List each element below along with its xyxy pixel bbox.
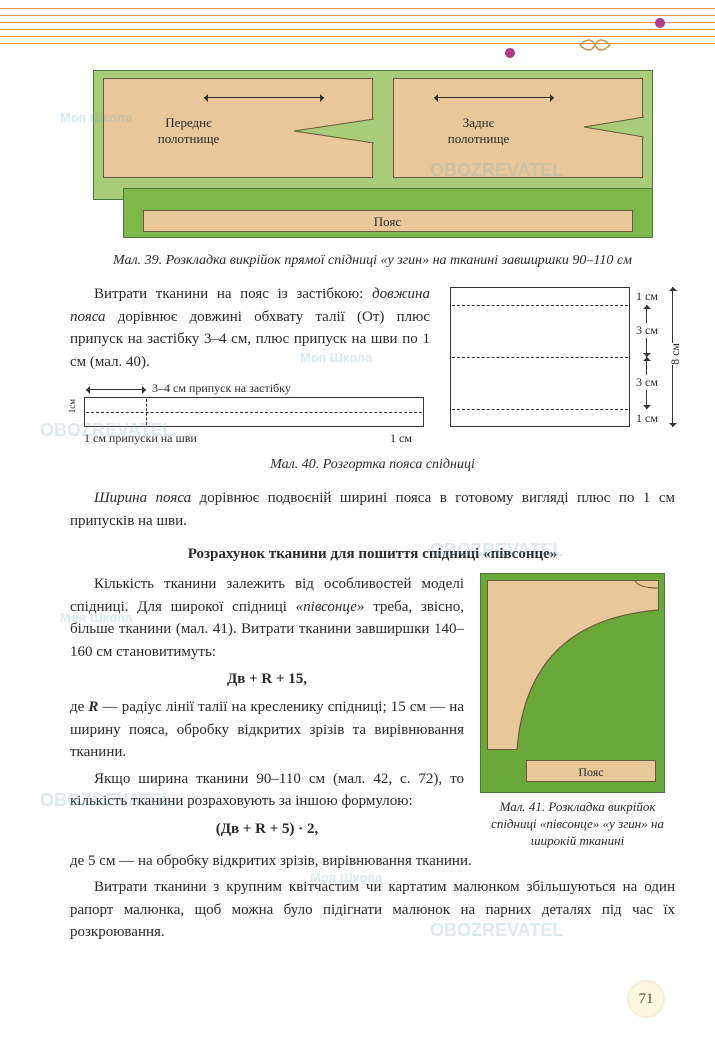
heading-halfsun: Розрахунок тканини для пошиття спідниці … bbox=[70, 546, 675, 563]
fig40-right-diagram: 1 см 3 см 3 см 1 см 8 см bbox=[450, 283, 675, 433]
fig40-left-diagram: 3–4 см припуск на застібку 1см 1 см прип… bbox=[70, 379, 430, 449]
paragraph-5: Якщо ширина тканини 90–110 см (мал. 42, … bbox=[70, 768, 464, 813]
paragraph-7: Витрати тканини з крупним квітчастим чи … bbox=[70, 876, 675, 944]
fig39-back-label: Заднє полотнище bbox=[424, 115, 534, 147]
formula-2: (Дв + R + 5) · 2, bbox=[70, 821, 464, 838]
bow-icon bbox=[575, 30, 615, 60]
decor-dot bbox=[655, 18, 665, 28]
fig40-caption: Мал. 40. Розгортка пояса спідниці bbox=[70, 457, 675, 473]
paragraph-3: Кількість тканини залежить від особливос… bbox=[70, 573, 464, 663]
decor-dot bbox=[505, 48, 515, 58]
figure-39: Переднє полотнище Заднє полотнище Пояс bbox=[93, 70, 653, 245]
page-number: 71 bbox=[627, 980, 665, 1018]
paragraph-2: Ширина пояса дорівнює подвоєній ширині п… bbox=[70, 487, 675, 532]
fig39-belt-label: Пояс bbox=[143, 210, 633, 232]
fig39-front-label: Переднє полотнище bbox=[134, 115, 244, 147]
formula-1: Дв + R + 15, bbox=[70, 671, 464, 688]
paragraph-4: де R — радіус лінії талії на кресленику … bbox=[70, 696, 464, 764]
fig41-belt-label: Пояс bbox=[526, 760, 656, 782]
figure-41: Пояс Мал. 41. Розкладка викрійок спідниц… bbox=[480, 573, 675, 850]
fig39-caption: Мал. 39. Розкладка викрійок прямої спідн… bbox=[70, 253, 675, 269]
paragraph-6: де 5 см — на обробку відкритих зрізів, в… bbox=[70, 850, 675, 873]
paragraph-1: Витрати тканини на пояс із застібкою: до… bbox=[70, 283, 430, 373]
